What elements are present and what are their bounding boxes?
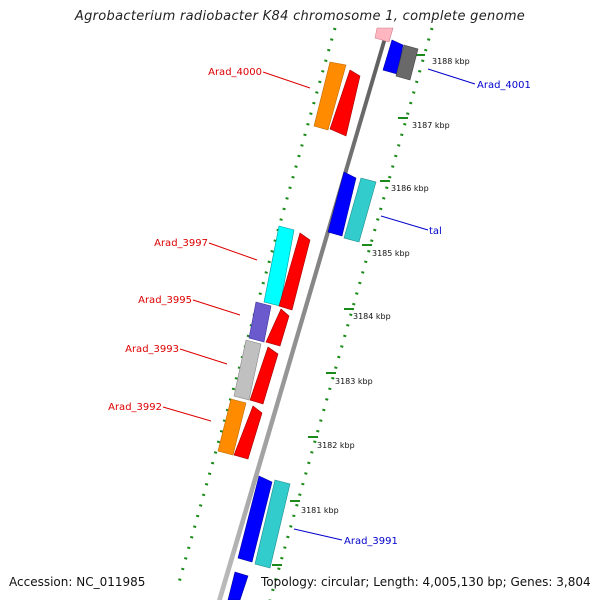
tick-label-3182: 3182 kbp	[317, 441, 355, 450]
outer-dotted-track	[268, 27, 434, 601]
gene-blue-bottom[interactable]	[227, 571, 249, 601]
gene-arad-3995-slateblue[interactable]	[248, 301, 272, 343]
gene-label-arad-3991[interactable]: Arad_3991	[344, 536, 398, 547]
gene-label-arad-3992[interactable]: Arad_3992	[108, 402, 162, 413]
gene-blue-arrow[interactable]	[327, 171, 357, 237]
tick-marks	[272, 54, 425, 566]
leader-arad-3992	[162, 406, 212, 422]
map-title: Agrobacterium radiobacter K84 chromosome…	[74, 9, 526, 24]
gene-red-arrow[interactable]	[278, 232, 311, 311]
gene-tal-teal[interactable]	[343, 177, 377, 243]
gene-red-arrow[interactable]	[265, 308, 290, 347]
tick-label-3188: 3188 kbp	[432, 57, 470, 66]
tick-label-3183: 3183 kbp	[335, 377, 373, 386]
leader-arad-3997	[208, 242, 258, 261]
gene-blue-arrow[interactable]	[237, 475, 273, 563]
gene-label-tal[interactable]: tal	[429, 226, 442, 237]
gene-label-arad-3995[interactable]: Arad_3995	[138, 295, 192, 306]
gene-label-arad-3993[interactable]: Arad_3993	[125, 344, 179, 355]
gene-label-arad-3997[interactable]: Arad_3997	[154, 238, 208, 249]
gene-arad-3991-teal[interactable]	[254, 479, 291, 569]
gene-arad-3992-orange[interactable]	[217, 398, 247, 456]
tick-label-3185: 3185 kbp	[372, 249, 410, 258]
tick-label-3181: 3181 kbp	[301, 506, 339, 515]
leader-arad-3991	[293, 528, 343, 541]
tick-label-3184: 3184 kbp	[353, 312, 391, 321]
accession-text: Accession: NC_011985	[9, 575, 146, 589]
tick-label-3186: 3186 kbp	[391, 184, 429, 193]
tick-label-3187: 3187 kbp	[412, 121, 450, 130]
leader-arad-3993	[179, 348, 228, 365]
gene-arad-4000-orange[interactable]	[313, 61, 347, 131]
gene-red-arrow[interactable]	[329, 69, 361, 137]
gene-red-arrow[interactable]	[233, 405, 263, 460]
gene-arad-3993-silver[interactable]	[233, 339, 262, 401]
chromosome-backbone	[217, 28, 390, 600]
topology-text: Topology: circular; Length: 4,005,130 bp…	[261, 575, 591, 589]
leader-arad-4000	[262, 71, 311, 89]
leader-arad-3995	[192, 299, 241, 316]
gene-label-arad-4000[interactable]: Arad_4000	[208, 67, 262, 78]
gene-pink-top[interactable]	[374, 27, 394, 43]
gene-arad-4001-gray[interactable]	[395, 44, 419, 81]
leader-tal	[380, 215, 429, 231]
gene-label-arad-4001[interactable]: Arad_4001	[477, 80, 531, 91]
leader-arad-4001	[427, 68, 476, 85]
gene-red-arrow[interactable]	[249, 346, 279, 405]
